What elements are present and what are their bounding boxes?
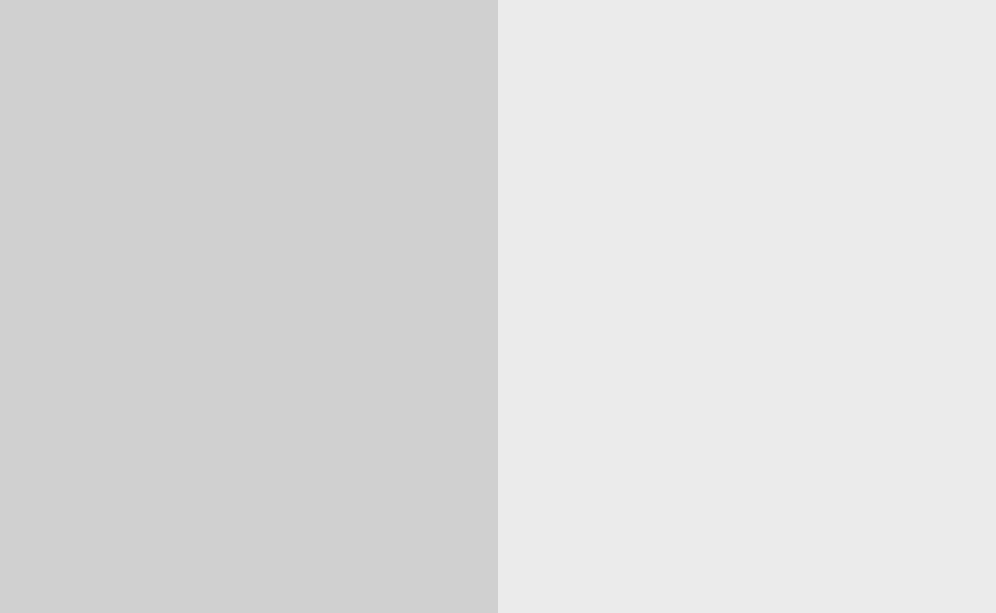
Text: Submit: Submit <box>540 219 589 232</box>
Text: ?: ? <box>768 125 776 139</box>
Bar <box>570 162 789 204</box>
Bar <box>712 364 745 385</box>
Text: Submit: Submit <box>540 456 589 469</box>
Text: μÅ: μÅ <box>593 362 606 373</box>
Text: 1 of 1: 1 of 1 <box>367 201 402 214</box>
Text: ■: ■ <box>550 125 559 135</box>
FancyBboxPatch shape <box>578 360 620 389</box>
Text: ↺: ↺ <box>684 362 695 376</box>
Text: ► View Available Hint(s): ► View Available Hint(s) <box>528 329 669 342</box>
Text: ▼: ▼ <box>513 246 522 256</box>
Text: ■: ■ <box>550 362 559 371</box>
Text: μÅ: μÅ <box>593 125 606 137</box>
Text: Fₓ =: Fₓ = <box>528 389 558 403</box>
Text: >: > <box>436 201 447 215</box>
Text: What is the x-component of the force exerted on the particle at x = 5 cm?: What is the x-component of the force exe… <box>528 43 967 56</box>
Text: Value: Value <box>596 389 637 404</box>
Text: What is the x-component of the force exerted on the particle at x = 15 cm?: What is the x-component of the force exe… <box>528 280 975 293</box>
Text: Express your answer with the appropriate units.: Express your answer with the appropriate… <box>528 70 850 83</box>
Text: <: < <box>339 201 351 215</box>
Text: Express your answer with the appropriate units.: Express your answer with the appropriate… <box>528 307 850 320</box>
Bar <box>712 128 745 148</box>
FancyBboxPatch shape <box>534 360 575 389</box>
Text: Figure: Figure <box>35 201 85 215</box>
FancyBboxPatch shape <box>514 108 980 213</box>
FancyBboxPatch shape <box>28 43 481 181</box>
Text: ↪: ↪ <box>654 125 665 139</box>
Bar <box>570 398 789 440</box>
FancyBboxPatch shape <box>578 124 620 152</box>
Text: ↩: ↩ <box>624 125 635 139</box>
Text: A system in which only one particle can move has the potential: A system in which only one particle can … <box>55 64 431 77</box>
Text: ▼: ▼ <box>513 9 522 19</box>
Text: Units: Units <box>822 153 861 167</box>
Text: Units: Units <box>822 389 861 404</box>
Text: x (cm): x (cm) <box>458 570 496 583</box>
Text: energy shown in (Figure 1). Suppose U₁ = 18 J.: energy shown in (Figure 1). Suppose U₁ =… <box>55 89 331 102</box>
Text: ↩: ↩ <box>624 362 635 376</box>
Bar <box>797 398 974 440</box>
Text: U₁: U₁ <box>97 319 111 333</box>
FancyBboxPatch shape <box>515 216 614 253</box>
Text: Fₓ =: Fₓ = <box>528 153 558 167</box>
Text: Part A: Part A <box>543 9 596 24</box>
FancyBboxPatch shape <box>515 453 614 490</box>
Text: ► View Available Hint(s): ► View Available Hint(s) <box>528 92 669 105</box>
Text: U (J): U (J) <box>117 230 141 243</box>
Text: ↪: ↪ <box>654 362 665 376</box>
Text: ↺: ↺ <box>684 125 695 139</box>
FancyBboxPatch shape <box>534 124 575 152</box>
Text: Part B: Part B <box>543 246 596 261</box>
FancyBboxPatch shape <box>514 345 980 449</box>
Text: ?: ? <box>768 362 776 376</box>
Bar <box>797 162 974 204</box>
Text: Value: Value <box>596 153 637 167</box>
